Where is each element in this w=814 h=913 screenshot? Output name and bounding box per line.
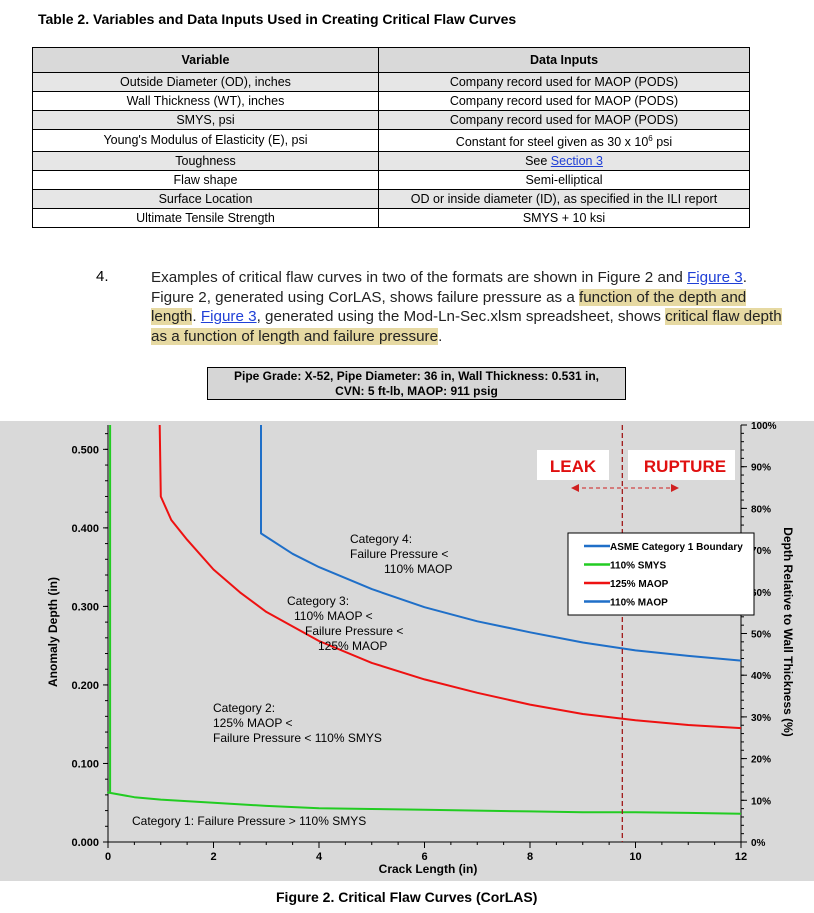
y2-tick-label: 20% [751,755,771,766]
para-text: Examples of critical flaw curves in two … [151,269,688,286]
input-cell: SMYS + 10 ksi [378,208,750,229]
table-row: Ultimate Tensile Strength SMYS + 10 ksi [32,208,750,229]
y2-tick-label: 80% [751,504,771,515]
y2-tick-label: 40% [751,671,771,682]
para-text: . Figure 2, generated using CorLAS, show… [151,269,747,306]
annotation-line: Failure Pressure < 110% SMYS [213,731,382,745]
table-row: Outside Diameter (OD), inches Company re… [32,72,750,92]
leak-label: LEAK [550,457,597,476]
figure-3-link[interactable]: Figure 3 [687,269,743,286]
variable-cell: Wall Thickness (WT), inches [32,91,379,111]
input-text: See [525,153,551,168]
figure-caption: Figure 2. Critical Flaw Curves (CorLAS) [276,889,538,905]
legend-label: 110% MAOP [610,598,668,609]
para-text: . [438,327,443,345]
legend-label: 110% SMYS [610,561,666,572]
arrow-left-head [571,484,579,492]
paragraph-number: 4. [96,268,109,285]
pipe-parameters-box: Pipe Grade: X-52, Pipe Diameter: 36 in, … [207,367,626,400]
exponent: 6 [648,134,653,143]
y2-tick-label: 0% [751,838,766,849]
table-caption: Table 2. Variables and Data Inputs Used … [38,11,517,27]
legend-label: 125% MAOP [610,579,669,590]
annotation-line: 110% MAOP < [294,609,373,623]
category-1-annotation: Category 1: Failure Pressure > 110% SMYS [132,814,366,828]
x-tick-label: 2 [210,851,216,863]
figure-3-link[interactable]: Figure 3 [200,308,257,325]
variable-cell: Outside Diameter (OD), inches [32,72,379,92]
y2-tick-label: 10% [751,796,771,807]
paragraph-4: Examples of critical flaw curves in two … [151,268,791,346]
annotation-line: Failure Pressure < [305,624,403,638]
annotation-line: 125% MAOP [318,639,387,653]
y2-tick-label: 50% [751,630,771,641]
header-data-inputs: Data Inputs [378,47,750,73]
annotation-line: Category 2: [213,701,275,715]
y-tick-label: 0.200 [71,680,99,692]
y-tick-label: 0.500 [71,444,99,456]
y2-axis-label: Depth Relative to Wall Thickness (%) [781,527,795,737]
pipe-parameters-line: Pipe Grade: X-52, Pipe Diameter: 36 in, … [233,369,600,383]
table-row: Surface Location OD or inside diameter (… [32,189,750,210]
y2-tick-label: 100% [751,421,777,432]
y2-tick-label: 60% [751,588,771,599]
annotation-line: 110% MAOP [384,562,452,576]
para-text: . [192,308,201,325]
x-tick-label: 12 [735,851,747,863]
y2-tick-label: 90% [751,463,771,474]
annotation-line: 125% MAOP < [213,716,293,730]
table-row: SMYS, psi Company record used for MAOP (… [32,110,750,130]
variable-cell: Young's Modulus of Elasticity (E), psi [32,128,379,153]
leak-label-box [537,450,609,480]
variable-cell: SMYS, psi [32,110,379,130]
x-tick-label: 10 [629,851,641,863]
y-tick-label: 0.300 [71,601,99,613]
y-tick-label: 0.000 [71,837,99,849]
input-text: Constant for steel given as 30 x 10 [455,135,649,150]
variable-cell: Surface Location [32,189,379,210]
table-row: Toughness See Section 3 [32,151,750,172]
arrow-right-head [671,484,679,492]
x-axis-label: Crack Length (in) [379,862,478,876]
y2-tick-label: 70% [751,546,771,557]
y-tick-label: 0.100 [71,758,99,770]
table-row: Young's Modulus of Elasticity (E), psi C… [32,128,750,153]
maop-110-curve [260,425,742,662]
table-row: Wall Thickness (WT), inches Company reco… [32,91,750,111]
maop-125-curve [158,424,742,730]
y-tick-label: 0.400 [71,523,99,535]
annotation-line: Category 1: Failure Pressure > 110% SMYS [132,814,366,828]
table-row: Flaw shape Semi-elliptical [32,170,750,191]
x-tick-label: 8 [527,851,533,863]
para-text: , generated using the Mod-Ln-Sec.xlsm sp… [256,308,666,325]
section-3-link[interactable]: Section 3 [550,153,603,168]
smys-110-curve [107,425,742,815]
category-4-annotation: Category 4: Failure Pressure < 110% MAOP [350,532,452,576]
variables-table: Variable Data Inputs Outside Diameter (O… [32,47,750,229]
annotation-line: Category 3: [287,594,349,608]
category-3-annotation: Category 3: 110% MAOP < Failure Pressure… [287,594,407,653]
annotation-line: Category 4: [350,532,412,546]
x-tick-label: 6 [421,851,427,863]
rupture-label-box [628,450,735,480]
x-tick-label: 4 [316,851,323,863]
plot-area [108,425,741,842]
input-cell: Company record used for MAOP (PODS) [378,110,750,130]
input-cell: See Section 3 [378,151,750,172]
input-cell: Constant for steel given as 30 x 106 psi [378,128,750,153]
annotation-line: Failure Pressure < [350,547,448,561]
input-cell: Company record used for MAOP (PODS) [378,72,750,92]
legend-label: ASME Category 1 Boundary [610,542,743,553]
variable-cell: Flaw shape [32,170,379,191]
input-text: psi [652,135,673,150]
rupture-label: RUPTURE [644,457,726,476]
x-tick-label: 0 [105,851,111,863]
variable-cell: Ultimate Tensile Strength [32,208,379,229]
category-2-annotation: Category 2: 125% MAOP < Failure Pressure… [213,701,382,745]
y2-tick-label: 30% [751,713,771,724]
y-axis-label: Anomaly Depth (in) [46,577,60,687]
pipe-parameters-line: CVN: 5 ft-lb, MAOP: 911 psig [335,384,498,398]
